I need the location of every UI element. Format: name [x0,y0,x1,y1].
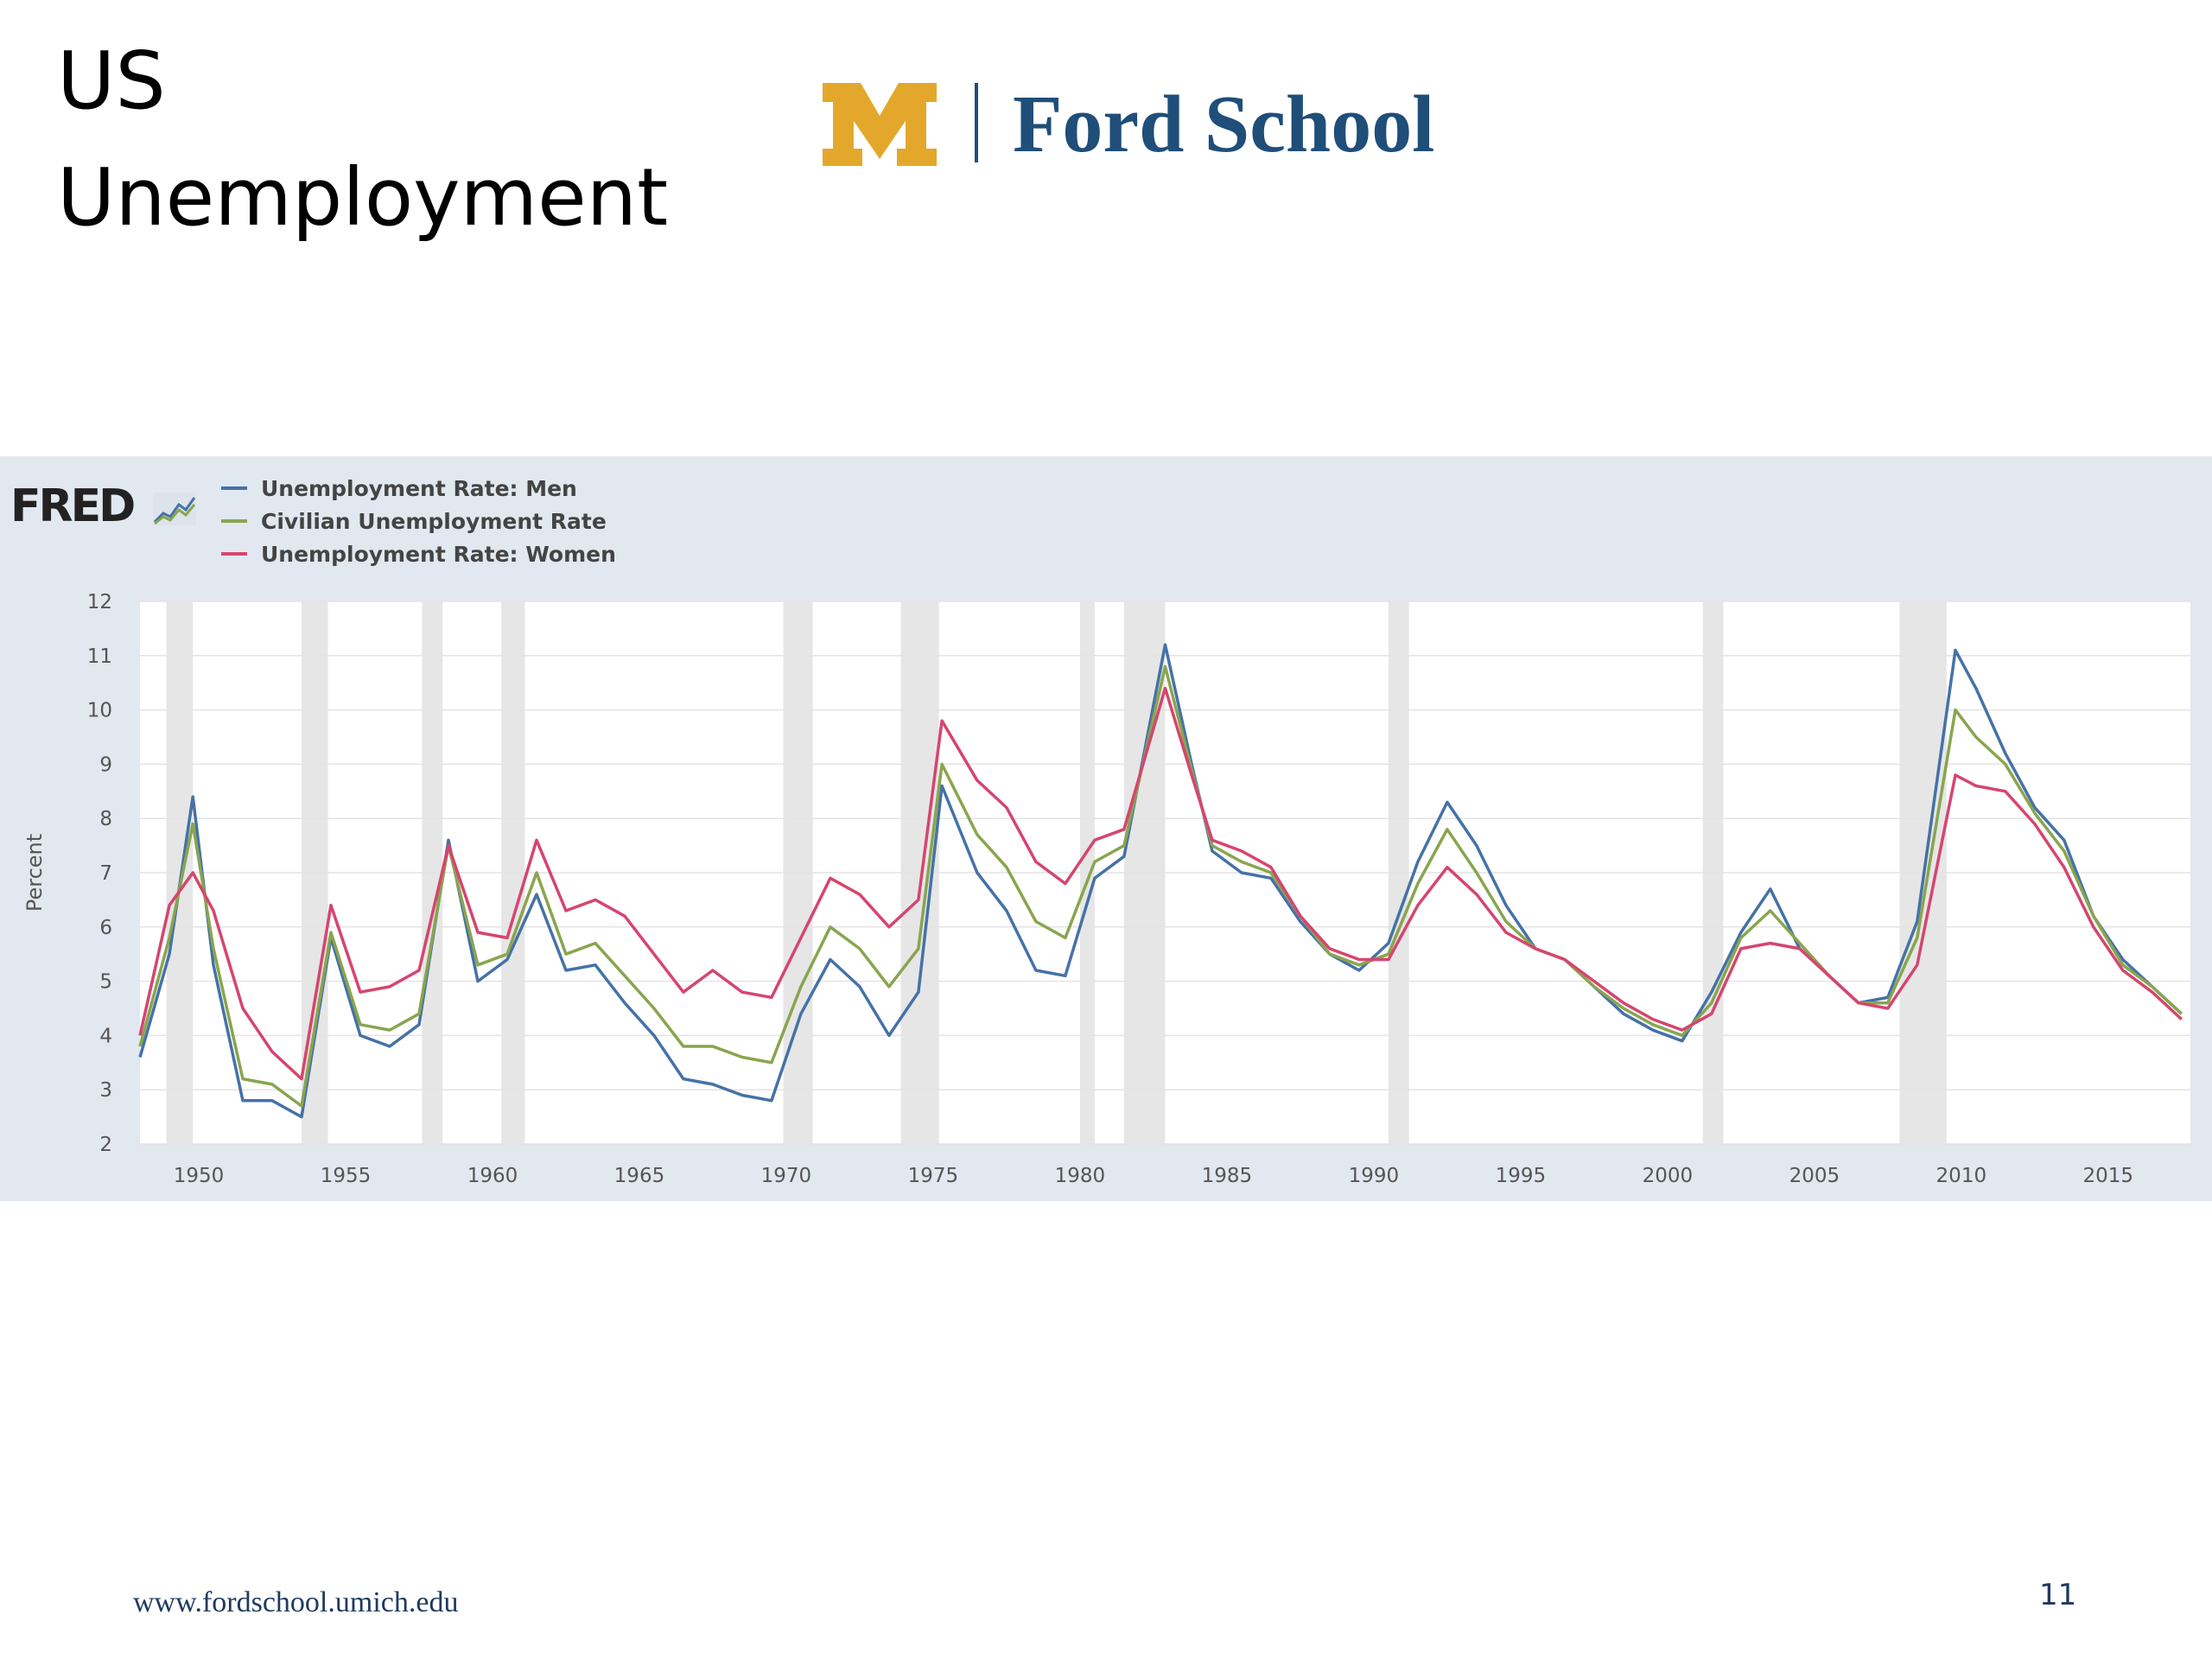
x-tick-label: 2000 [1643,1165,1694,1187]
y-tick-label: 7 [99,862,112,885]
x-tick-label: 1950 [174,1165,225,1187]
page-number: 11 [2039,1578,2077,1612]
y-tick-label: 8 [99,808,112,830]
legend-item-men: Unemployment Rate: Men [221,472,616,505]
x-tick-label: 1965 [614,1165,665,1187]
x-tick-label: 2010 [1936,1165,1987,1187]
title-line-1: US [57,35,166,127]
footer-url: www.fordschool.umich.edu [133,1586,459,1618]
x-tick-label: 1985 [1202,1165,1253,1187]
ford-school-wordmark: Ford School [1013,79,1435,169]
y-tick-label: 12 [87,591,112,613]
series-line-2 [138,686,2183,1081]
y-axis-ticks: 2 3 4 5 6 7 8 9 10 11 12 [87,591,112,1156]
x-axis-ticks: 1950 1955 1960 1965 1970 1975 1980 1985 1990 1995… [174,1165,2133,1187]
legend-swatch-civilian [221,519,247,523]
fred-graph-icon [153,493,197,525]
series-lines [138,643,2183,1119]
y-tick-label: 3 [99,1079,112,1102]
x-tick-label: 1955 [321,1165,372,1187]
legend-swatch-women [221,552,247,556]
x-tick-label: 1970 [761,1165,812,1187]
y-axis-label: Percent [22,834,47,912]
legend-label-civilian: Civilian Unemployment Rate [261,508,607,534]
x-tick-label: 1990 [1349,1165,1400,1187]
fred-logo: FRED [10,480,197,532]
x-tick-label: 2005 [1789,1165,1840,1187]
x-tick-label: 1975 [908,1165,959,1187]
x-tick-label: 2015 [2083,1165,2134,1187]
legend-label-men: Unemployment Rate: Men [261,475,577,501]
y-tick-label: 10 [87,700,112,722]
legend-label-women: Unemployment Rate: Women [261,541,616,567]
university-logo [823,83,978,166]
legend-item-civilian: Civilian Unemployment Rate [221,505,616,537]
y-tick-label: 2 [99,1134,112,1156]
y-tick-label: 5 [99,971,112,994]
y-tick-label: 6 [99,917,112,939]
grid-lines [140,601,2190,1145]
logo-divider [975,83,978,162]
block-m-icon [823,83,937,166]
y-tick-label: 11 [87,645,112,668]
fred-brand-text: FRED [10,480,136,532]
title-line-2: Unemployment [57,151,669,244]
legend-swatch-men [221,486,247,490]
chart-legend: Unemployment Rate: Men Civilian Unemploy… [221,472,616,570]
x-tick-label: 1960 [467,1165,518,1187]
x-tick-label: 1995 [1496,1165,1547,1187]
y-tick-label: 9 [99,753,112,776]
x-tick-label: 1980 [1055,1165,1106,1187]
legend-item-women: Unemployment Rate: Women [221,537,616,570]
chart-panel: FRED Unemployment Rate: Men Civilian Une… [0,456,2212,1201]
y-tick-label: 4 [99,1025,112,1047]
slide-title: US Unemployment [57,22,668,256]
